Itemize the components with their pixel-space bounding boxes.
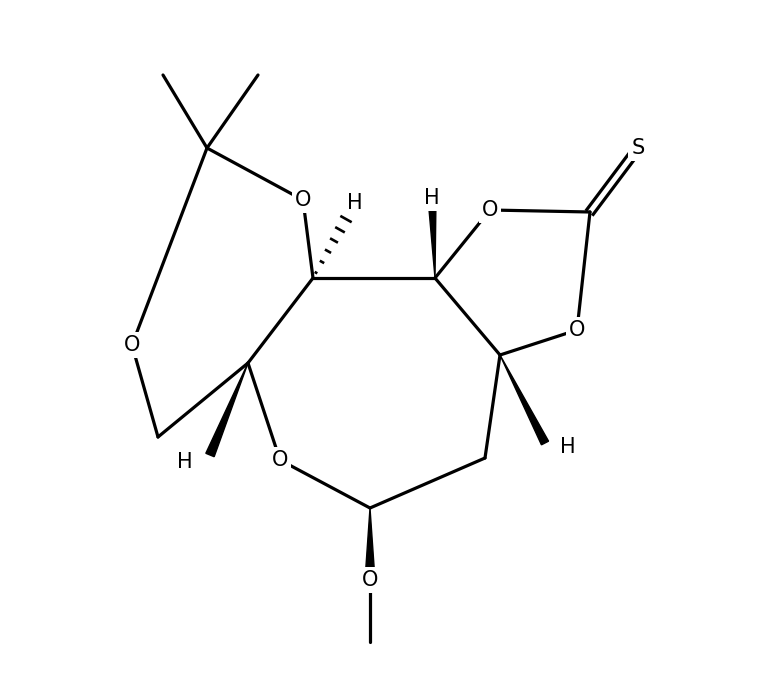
Text: O: O: [482, 200, 498, 220]
Text: O: O: [362, 570, 378, 590]
Polygon shape: [428, 198, 436, 278]
Polygon shape: [365, 508, 375, 580]
Polygon shape: [206, 363, 248, 457]
Text: O: O: [569, 320, 585, 340]
Text: S: S: [631, 138, 644, 158]
Text: H: H: [424, 188, 440, 208]
Text: O: O: [272, 450, 288, 470]
Text: H: H: [347, 193, 362, 213]
Text: O: O: [295, 190, 311, 210]
Polygon shape: [500, 355, 548, 445]
Text: O: O: [124, 335, 141, 355]
Text: H: H: [177, 452, 193, 472]
Text: H: H: [560, 437, 576, 457]
